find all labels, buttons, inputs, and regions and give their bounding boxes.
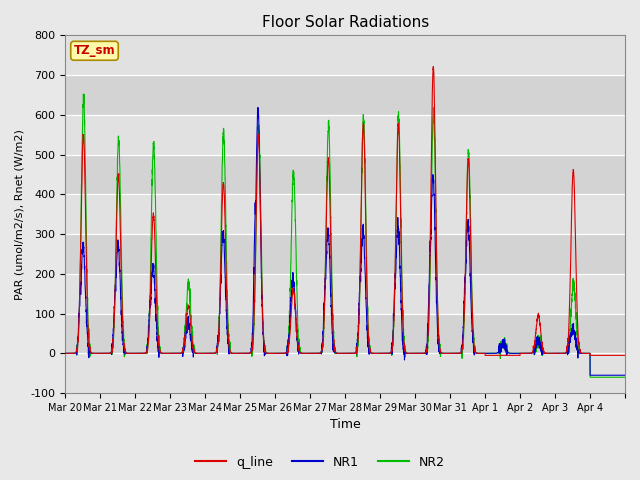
q_line <box>177 350 185 356</box>
NR1 <box>61 350 69 356</box>
q_line <box>621 352 629 358</box>
NR1 <box>541 350 548 356</box>
NR2 <box>79 91 87 97</box>
Bar <box>65 155 625 194</box>
Line: q_line: q_line <box>65 66 625 355</box>
Line: NR2: NR2 <box>65 94 625 377</box>
Bar <box>65 274 625 313</box>
NR2 <box>541 350 548 356</box>
q_line <box>366 347 374 353</box>
NR2 <box>499 343 507 348</box>
NR1 <box>586 372 594 378</box>
NR1 <box>254 105 262 110</box>
NR2 <box>366 347 374 353</box>
q_line <box>429 63 437 69</box>
q_line <box>527 350 534 356</box>
NR2 <box>396 162 404 168</box>
NR2 <box>586 374 594 380</box>
NR1 <box>621 372 629 378</box>
q_line <box>396 166 404 172</box>
Y-axis label: PAR (umol/m2/s), Rnet (W/m2): PAR (umol/m2/s), Rnet (W/m2) <box>15 129 25 300</box>
Bar <box>65 194 625 234</box>
NR1 <box>177 350 185 356</box>
NR1 <box>499 338 507 344</box>
Bar <box>65 115 625 155</box>
Bar <box>65 75 625 115</box>
q_line <box>481 352 489 358</box>
X-axis label: Time: Time <box>330 419 360 432</box>
NR2 <box>526 350 534 356</box>
Bar <box>65 353 625 393</box>
Line: NR1: NR1 <box>65 108 625 375</box>
NR2 <box>621 374 629 380</box>
NR2 <box>177 350 185 356</box>
q_line <box>61 350 69 356</box>
Title: Floor Solar Radiations: Floor Solar Radiations <box>262 15 429 30</box>
NR1 <box>526 350 534 356</box>
Legend: q_line, NR1, NR2: q_line, NR1, NR2 <box>190 451 450 474</box>
Text: TZ_sm: TZ_sm <box>74 44 115 57</box>
NR1 <box>396 263 404 269</box>
NR1 <box>366 349 374 355</box>
NR2 <box>61 350 69 356</box>
Bar <box>65 313 625 353</box>
Bar <box>65 36 625 75</box>
q_line <box>499 352 507 358</box>
Bar <box>65 234 625 274</box>
q_line <box>541 350 548 356</box>
